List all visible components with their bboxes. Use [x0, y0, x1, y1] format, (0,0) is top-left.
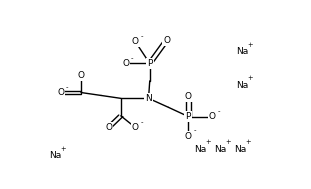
Text: -: -: [141, 119, 143, 125]
Text: O: O: [185, 132, 192, 141]
Text: O: O: [122, 59, 129, 68]
Text: +: +: [60, 146, 66, 152]
Text: P: P: [186, 112, 191, 121]
Text: O: O: [77, 70, 85, 80]
Text: N: N: [145, 94, 152, 103]
Text: P: P: [186, 112, 191, 121]
Text: -: -: [194, 128, 196, 134]
Text: O: O: [209, 112, 216, 121]
Text: Na: Na: [236, 81, 249, 90]
Text: -: -: [131, 55, 134, 61]
Text: +: +: [248, 75, 253, 81]
Text: -: -: [66, 84, 68, 90]
Text: Na: Na: [49, 151, 61, 160]
Text: +: +: [225, 139, 231, 145]
Text: Na: Na: [194, 145, 206, 154]
Text: -: -: [141, 33, 143, 39]
Text: +: +: [248, 42, 253, 48]
Text: O: O: [163, 36, 170, 45]
Text: P: P: [147, 59, 152, 68]
Text: Na: Na: [236, 47, 249, 56]
Text: O: O: [132, 123, 139, 132]
Text: O: O: [57, 88, 64, 97]
Text: -: -: [218, 108, 220, 114]
Text: N: N: [145, 94, 152, 103]
Text: O: O: [185, 92, 192, 101]
Text: O: O: [132, 37, 139, 46]
Text: P: P: [147, 59, 152, 68]
Text: Na: Na: [214, 145, 226, 154]
Text: +: +: [205, 139, 211, 145]
Text: +: +: [246, 139, 251, 145]
Text: O: O: [105, 123, 112, 132]
Text: Na: Na: [234, 145, 247, 154]
